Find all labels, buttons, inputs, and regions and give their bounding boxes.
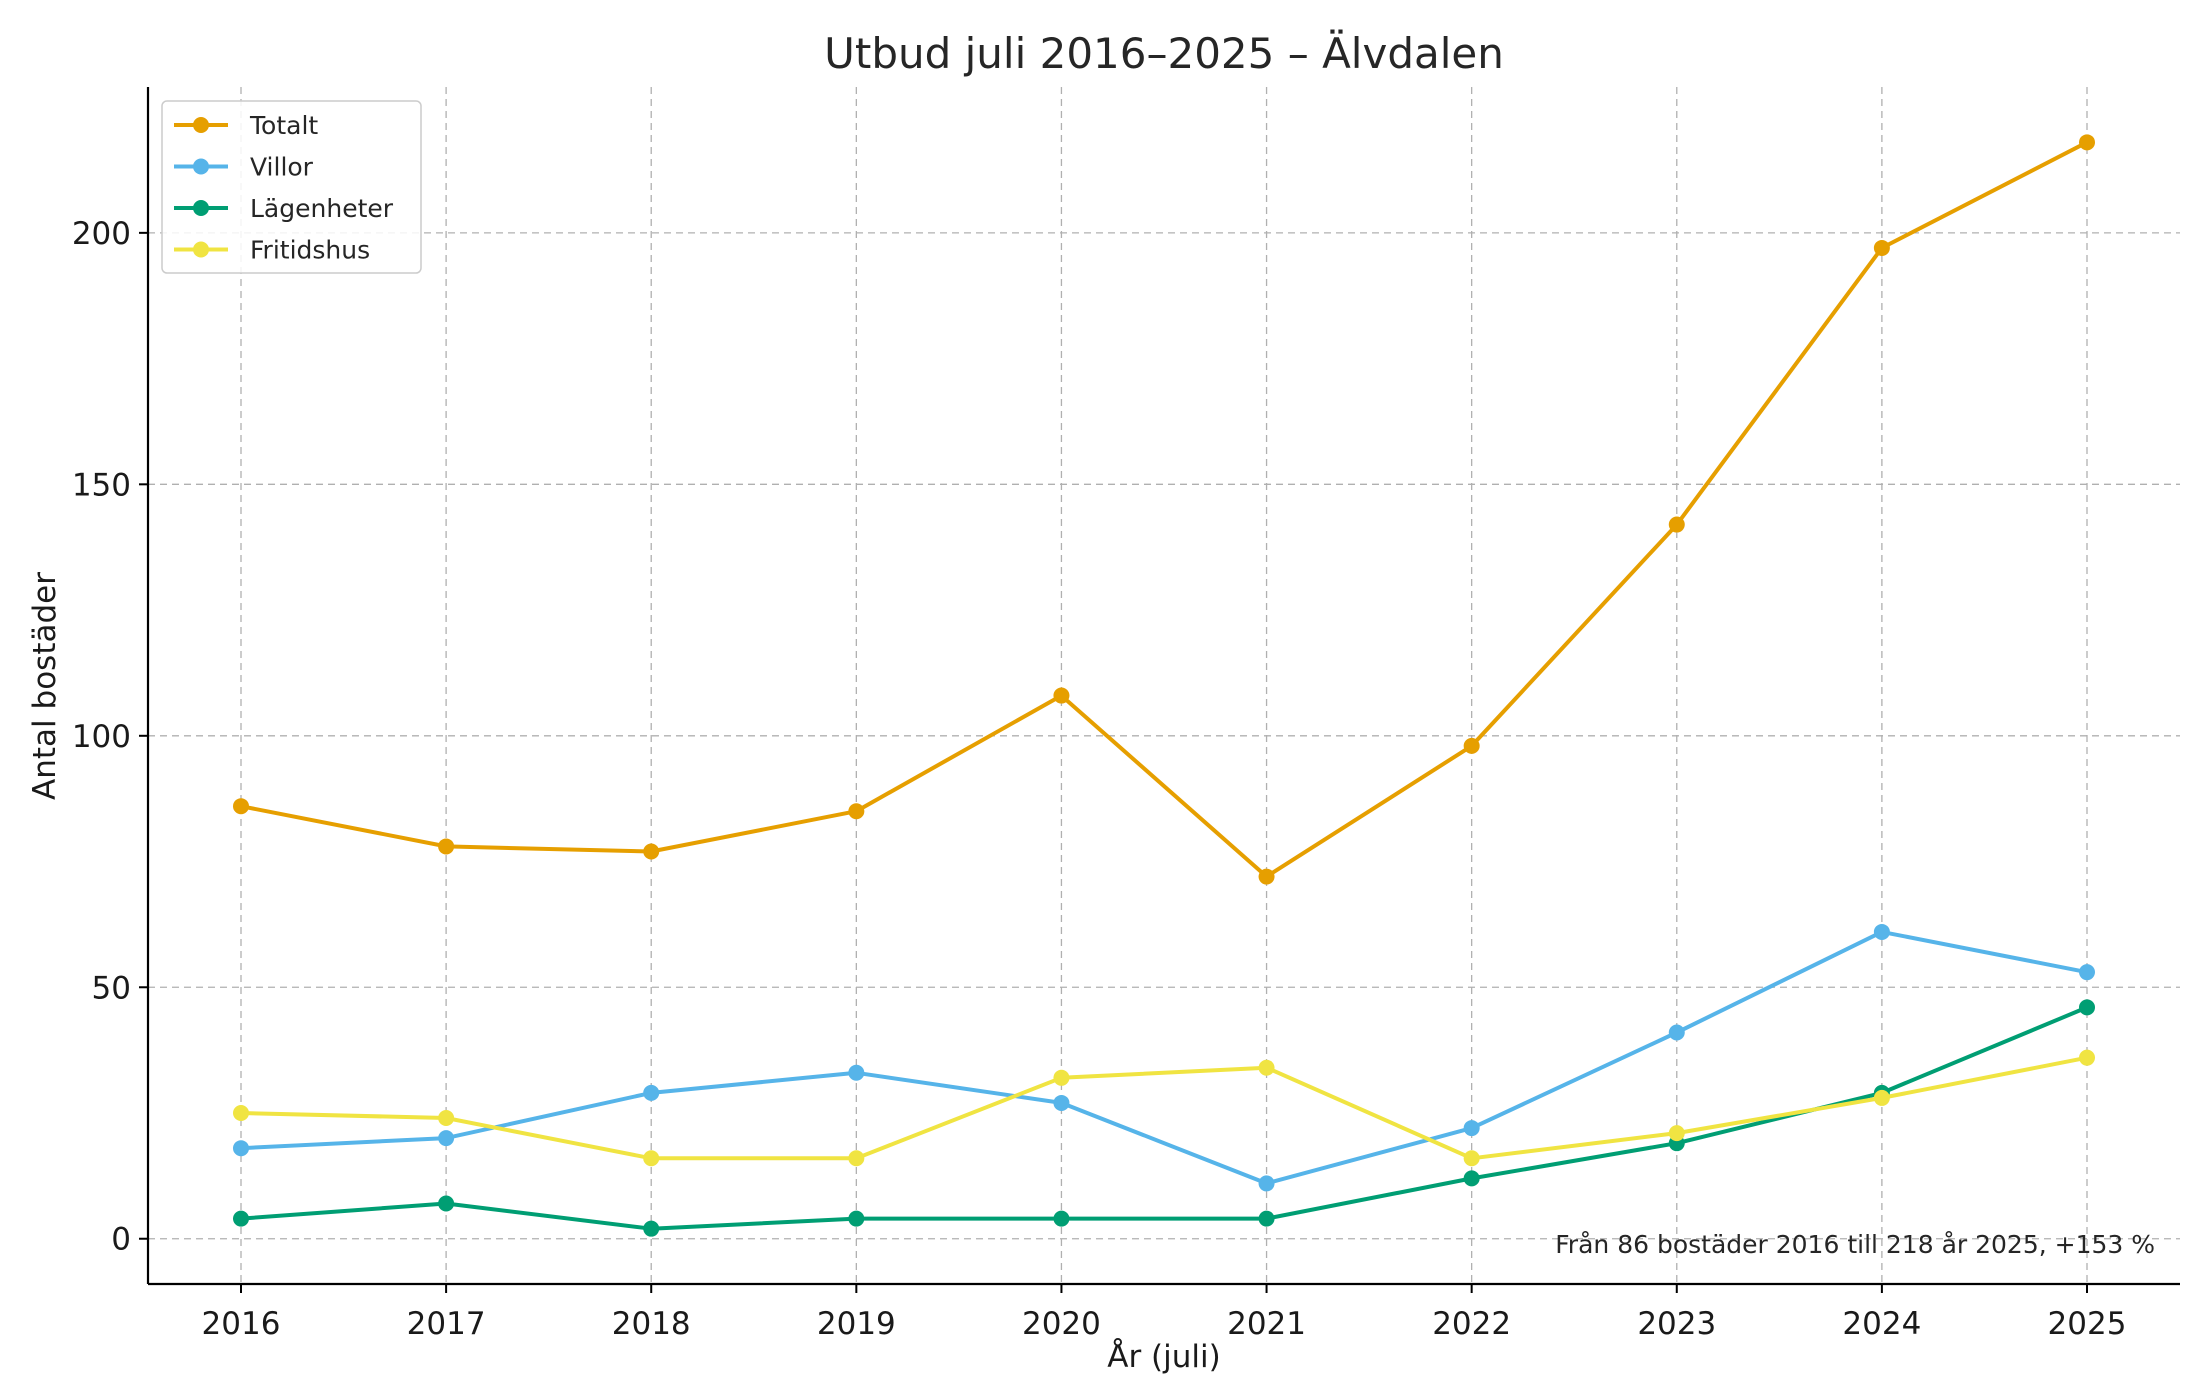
series-villor	[233, 923, 2095, 1192]
data-point	[2079, 964, 2095, 981]
data-point	[1258, 868, 1275, 885]
data-point	[848, 1150, 865, 1167]
data-point	[1668, 1125, 1685, 1142]
data-point	[1258, 1210, 1275, 1227]
legend-label: Lägenheter	[250, 194, 394, 223]
data-point	[2079, 1049, 2095, 1066]
legend-box	[161, 100, 422, 274]
legend-item: Lägenheter	[174, 194, 394, 223]
x-tick-label: 2020	[1022, 1306, 1101, 1342]
data-point	[233, 1140, 249, 1157]
data-point	[438, 838, 455, 855]
data-point	[1463, 1120, 1480, 1137]
x-tick-label: 2018	[612, 1306, 691, 1342]
data-point	[2079, 999, 2095, 1016]
x-tick-label: 2021	[1227, 1306, 1306, 1342]
grid	[148, 87, 2180, 1284]
y-tick-label: 0	[111, 1222, 131, 1258]
data-point	[438, 1130, 455, 1147]
x-tick-label: 2019	[817, 1306, 896, 1342]
series-fritidshus	[233, 1049, 2095, 1167]
x-tick-label: 2023	[1637, 1306, 1716, 1342]
data-point	[1053, 1094, 1070, 1111]
x-tick-label: 2024	[1842, 1306, 1921, 1342]
series-layer	[233, 134, 2095, 1237]
legend-label: Villor	[250, 153, 314, 182]
y-tick-label: 200	[72, 216, 131, 252]
legend-swatch-marker	[193, 158, 209, 175]
data-point	[643, 1084, 660, 1101]
data-point	[1463, 737, 1480, 754]
data-point	[643, 1150, 660, 1167]
data-point	[643, 843, 660, 860]
data-point	[643, 1220, 660, 1237]
series-line	[239, 1055, 2089, 1161]
data-point	[233, 798, 249, 815]
data-point	[1873, 923, 1890, 940]
series-lägenheter	[233, 999, 2095, 1237]
x-axis-label: År (juli)	[1107, 1339, 1220, 1375]
data-point	[1053, 1069, 1070, 1086]
tick-labels: 2016 2017 2018 2019 2020 2021 2022 2023 2024 2025…	[72, 216, 2127, 1342]
data-point	[848, 1064, 865, 1081]
data-point	[1668, 516, 1685, 533]
legend-label: Fritidshus	[250, 236, 370, 265]
data-point	[848, 1210, 865, 1227]
y-tick-label: 150	[72, 467, 131, 503]
legend-item: Fritidshus	[174, 236, 370, 265]
y-tick-label: 50	[92, 970, 131, 1006]
data-point	[1463, 1150, 1480, 1167]
x-tick-label: 2025	[2048, 1306, 2127, 1342]
legend-swatch-marker	[193, 200, 209, 216]
x-tick-label: 2022	[1432, 1306, 1511, 1342]
data-point	[1053, 1210, 1070, 1227]
data-point	[233, 1105, 249, 1121]
data-point	[1873, 239, 1890, 256]
data-point	[2079, 134, 2095, 151]
chart-title: Utbud juli 2016–2025 – Älvdalen	[824, 28, 1504, 78]
series-line	[239, 1005, 2089, 1231]
data-point	[1873, 1089, 1890, 1106]
legend-label: Totalt	[249, 111, 318, 140]
series-totalt	[233, 134, 2095, 885]
x-tick-label: 2016	[202, 1306, 281, 1342]
data-point	[1258, 1059, 1275, 1076]
data-point	[1053, 687, 1070, 704]
data-point	[1258, 1175, 1275, 1192]
data-point	[438, 1110, 455, 1127]
data-point	[233, 1210, 249, 1227]
chart-annotation: Från 86 bostäder 2016 till 218 år 2025, …	[1555, 1230, 2155, 1259]
legend: Totalt Villor Lägenheter Fritidshus	[161, 100, 422, 274]
legend-swatch-marker	[193, 117, 209, 133]
x-tick-label: 2017	[407, 1306, 486, 1342]
series-line	[239, 929, 2089, 1186]
axes	[139, 87, 2180, 1293]
legend-swatch-marker	[193, 241, 209, 258]
data-point	[1668, 1024, 1685, 1041]
data-point	[1463, 1170, 1480, 1187]
y-axis-label: Antal bostäder	[27, 572, 63, 800]
legend-item: Totalt	[174, 111, 318, 140]
y-tick-label: 100	[72, 719, 131, 755]
legend-item: Villor	[174, 153, 314, 182]
series-line	[239, 140, 2089, 879]
data-point	[438, 1195, 455, 1212]
data-point	[848, 803, 865, 820]
